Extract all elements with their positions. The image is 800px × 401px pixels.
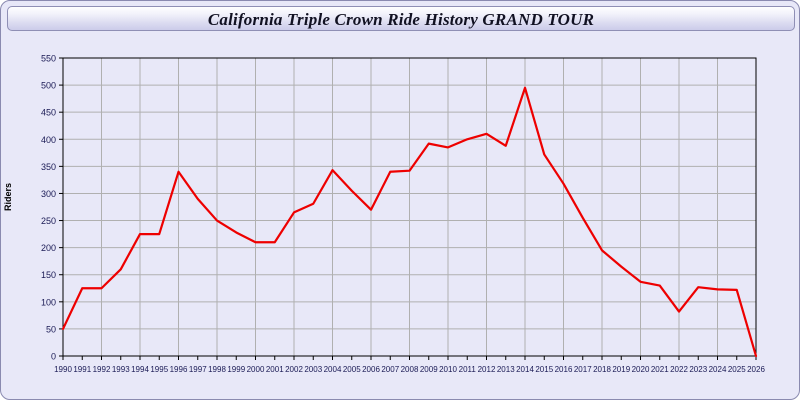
plot-area: Riders 0 50 100 150 200 250 300 350 400 450 500 550… (1, 33, 800, 401)
svg-text:2003: 2003 (304, 365, 322, 374)
svg-text:150: 150 (41, 270, 56, 280)
svg-text:1998: 1998 (208, 365, 226, 374)
svg-text:2006: 2006 (362, 365, 380, 374)
svg-text:550: 550 (41, 54, 56, 64)
svg-text:2002: 2002 (285, 365, 303, 374)
x-axis-tick-labels: 1990 1991 1992 1993 1994 1995 1996 1997 1998 1999… (54, 365, 765, 374)
riders-series-line (61, 86, 758, 358)
svg-text:1999: 1999 (227, 365, 245, 374)
svg-text:300: 300 (41, 189, 56, 199)
svg-text:2024: 2024 (709, 365, 727, 374)
svg-text:2011: 2011 (459, 365, 477, 374)
svg-text:2009: 2009 (420, 365, 438, 374)
svg-text:2026: 2026 (747, 365, 765, 374)
svg-text:400: 400 (41, 135, 56, 145)
svg-text:1992: 1992 (93, 365, 111, 374)
svg-text:50: 50 (46, 324, 56, 334)
svg-text:2001: 2001 (266, 365, 284, 374)
svg-text:1997: 1997 (189, 365, 207, 374)
y-axis-tick-labels: 0 50 100 150 200 250 300 350 400 450 500 550 (41, 54, 56, 362)
svg-text:2010: 2010 (439, 365, 457, 374)
svg-text:2012: 2012 (478, 365, 496, 374)
svg-text:1990: 1990 (54, 365, 72, 374)
svg-text:100: 100 (41, 297, 56, 307)
svg-text:1993: 1993 (112, 365, 130, 374)
svg-text:1994: 1994 (131, 365, 149, 374)
title-bar: California Triple Crown Ride History GRA… (7, 6, 795, 31)
svg-text:2016: 2016 (555, 365, 573, 374)
svg-text:2019: 2019 (612, 365, 630, 374)
svg-text:2004: 2004 (324, 365, 342, 374)
svg-text:2000: 2000 (247, 365, 265, 374)
svg-text:1991: 1991 (73, 365, 91, 374)
svg-text:250: 250 (41, 216, 56, 226)
svg-text:2007: 2007 (381, 365, 399, 374)
svg-text:350: 350 (41, 162, 56, 172)
svg-text:0: 0 (51, 352, 56, 362)
svg-text:200: 200 (41, 243, 56, 253)
svg-text:2017: 2017 (574, 365, 592, 374)
svg-text:2020: 2020 (632, 365, 650, 374)
axis-frame (59, 57, 757, 360)
chart-title: California Triple Crown Ride History GRA… (207, 10, 595, 29)
svg-text:2015: 2015 (535, 365, 553, 374)
svg-text:2018: 2018 (593, 365, 611, 374)
svg-text:500: 500 (41, 81, 56, 91)
svg-text:450: 450 (41, 108, 56, 118)
svg-text:2014: 2014 (516, 365, 534, 374)
svg-text:2013: 2013 (497, 365, 515, 374)
svg-text:2022: 2022 (670, 365, 688, 374)
svg-text:2023: 2023 (689, 365, 707, 374)
svg-text:1995: 1995 (150, 365, 168, 374)
svg-text:2021: 2021 (651, 365, 669, 374)
svg-text:2008: 2008 (401, 365, 419, 374)
svg-text:2025: 2025 (728, 365, 746, 374)
svg-text:1996: 1996 (170, 365, 188, 374)
svg-text:2005: 2005 (343, 365, 361, 374)
